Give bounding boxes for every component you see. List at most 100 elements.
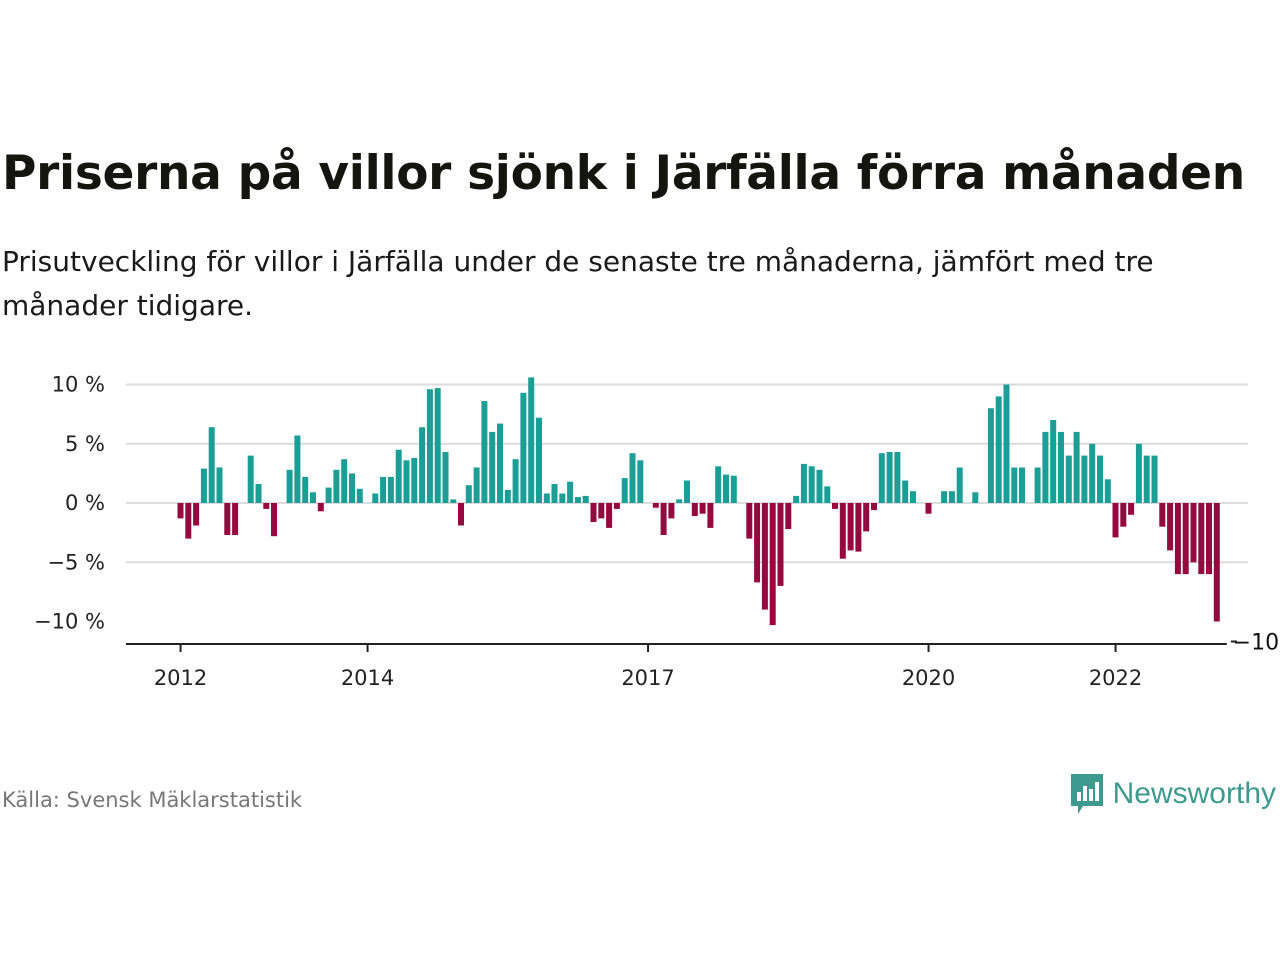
bar	[816, 469, 823, 503]
bar	[317, 503, 324, 512]
bar	[925, 503, 932, 514]
bar	[177, 503, 184, 519]
bar	[208, 427, 215, 503]
bar	[613, 503, 620, 509]
bar	[536, 417, 542, 503]
bar	[1182, 503, 1189, 575]
bar	[481, 401, 488, 503]
bar	[1190, 503, 1197, 563]
bar	[839, 503, 846, 559]
bar	[372, 493, 379, 503]
bar	[216, 467, 223, 503]
bar	[1097, 455, 1103, 503]
bar	[793, 495, 800, 503]
bar	[590, 503, 597, 522]
bar	[637, 460, 644, 503]
bar	[232, 503, 239, 535]
bar	[497, 423, 503, 503]
bar	[442, 452, 449, 503]
y-axis-labels: 10 % 5 % 0 % −5 % −10 %	[34, 373, 105, 634]
bar	[1034, 467, 1041, 503]
bar	[1089, 443, 1096, 504]
bar	[598, 503, 605, 519]
chart-subtitle: Prisutveckling för villor i Järfälla und…	[2, 245, 1154, 322]
bar	[528, 377, 535, 503]
bar	[458, 503, 464, 526]
brand-logo[interactable]: Newsworthy	[1069, 772, 1276, 816]
bar	[1167, 503, 1174, 551]
bar	[660, 503, 667, 535]
x-tick-label: 2020	[902, 666, 955, 690]
bar	[894, 452, 901, 503]
bar	[1019, 467, 1025, 503]
bar	[723, 474, 729, 503]
bar	[699, 503, 706, 514]
bar	[1104, 479, 1111, 503]
bar	[1206, 503, 1212, 575]
bar	[341, 459, 348, 503]
bar	[1159, 503, 1166, 527]
bar	[1151, 455, 1158, 503]
bar	[785, 503, 792, 530]
chart-title: Priserna på villor sjönk i Järfälla förr…	[2, 146, 1245, 201]
bar	[855, 503, 862, 552]
bar	[551, 484, 558, 503]
bar	[769, 503, 776, 626]
gridlines	[126, 383, 1248, 564]
bar	[473, 467, 480, 503]
source-note: Källa: Svensk Mäklarstatistik	[2, 788, 303, 812]
bar	[310, 492, 316, 503]
bar	[1128, 503, 1135, 515]
bar	[941, 491, 948, 503]
bar	[691, 503, 698, 516]
bar	[1058, 431, 1064, 503]
bar	[185, 503, 192, 539]
bar	[606, 503, 613, 528]
bar	[1143, 455, 1150, 503]
bar	[411, 458, 418, 503]
bar	[247, 455, 254, 503]
bar	[325, 487, 332, 503]
x-tick-label: 2012	[154, 666, 207, 690]
bar	[886, 452, 893, 503]
bar	[559, 493, 566, 503]
bar	[1050, 420, 1057, 503]
bar	[777, 503, 784, 586]
y-tick-label: −5 %	[47, 550, 105, 574]
y-tick-label: 0 %	[65, 491, 105, 515]
bar	[684, 480, 690, 503]
bar	[512, 459, 519, 503]
bar	[333, 469, 340, 503]
bar	[871, 503, 877, 511]
bar	[567, 481, 574, 503]
bar	[380, 476, 387, 503]
bar	[403, 460, 410, 503]
bar	[730, 475, 737, 503]
bar	[902, 480, 909, 503]
y-tick-label: −10 %	[34, 610, 105, 634]
bar	[1135, 443, 1142, 504]
bar	[582, 495, 589, 503]
bar	[746, 503, 753, 539]
bar	[489, 431, 496, 503]
bar	[504, 490, 511, 503]
y-tick-label: 10 %	[52, 373, 105, 397]
bar	[286, 469, 293, 503]
bar	[707, 503, 714, 528]
bar	[1213, 503, 1220, 622]
bar	[1120, 503, 1127, 527]
bar-series	[177, 377, 1220, 626]
x-axis-labels: 2012 2014 2017 2020 2022	[154, 666, 1142, 690]
bar	[1174, 503, 1181, 575]
bar	[419, 427, 426, 503]
bar	[676, 499, 683, 503]
x-tick-label: 2014	[341, 666, 394, 690]
bar	[263, 503, 270, 509]
bar	[387, 476, 394, 503]
bar	[434, 388, 441, 503]
bar	[450, 499, 457, 503]
bar	[621, 478, 628, 503]
bar	[800, 463, 807, 503]
bar	[255, 484, 262, 503]
last-value-annotation: −10 %	[1226, 628, 1280, 656]
